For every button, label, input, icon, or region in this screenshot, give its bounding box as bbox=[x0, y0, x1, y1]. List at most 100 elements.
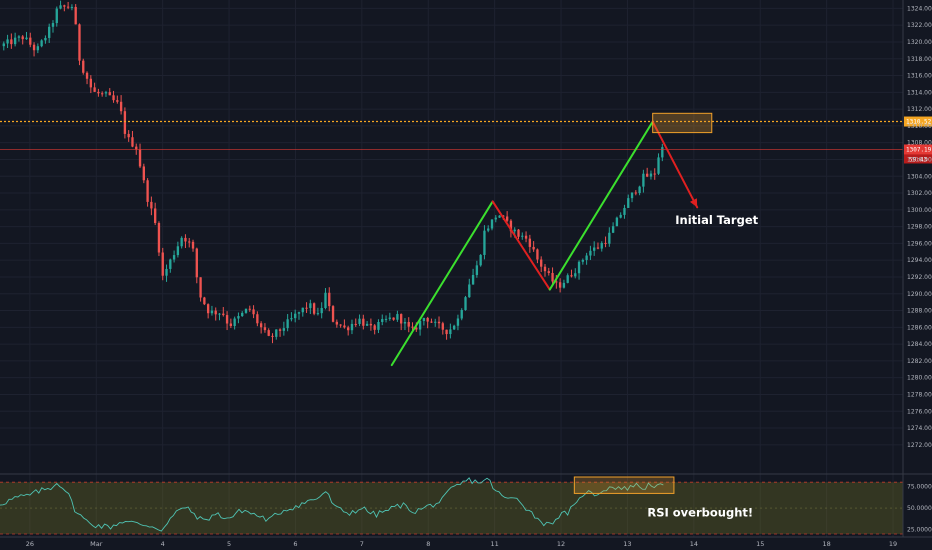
candle-body bbox=[490, 219, 494, 229]
x-tick-label: 11 bbox=[491, 540, 499, 548]
candle-body bbox=[48, 26, 51, 38]
candle-body bbox=[328, 292, 331, 307]
candle-body bbox=[191, 241, 195, 249]
candle-body bbox=[407, 322, 410, 327]
candle-body bbox=[244, 308, 248, 313]
y-tick-label: 1302.00 bbox=[907, 190, 932, 197]
rsi-y-tick-label: 50.0000 bbox=[907, 505, 932, 512]
candle-body bbox=[464, 297, 467, 311]
candle-body bbox=[615, 217, 619, 227]
candle-body bbox=[142, 166, 145, 181]
x-tick-label: 19 bbox=[889, 540, 897, 548]
x-tick-label: 14 bbox=[690, 540, 698, 548]
candle-body bbox=[218, 313, 221, 315]
candle-body bbox=[320, 308, 323, 314]
candle-body bbox=[331, 306, 335, 322]
horizontal-levels: 1310.52 1307.19 59:43 bbox=[0, 116, 932, 164]
candle-body bbox=[365, 323, 369, 326]
y-tick-label: 1314.00 bbox=[907, 89, 932, 96]
candle-body bbox=[150, 201, 153, 209]
candle-body bbox=[661, 147, 664, 158]
corrective-wave bbox=[491, 200, 551, 291]
candle-body bbox=[165, 268, 168, 276]
candle-body bbox=[138, 149, 142, 167]
x-tick-label: 8 bbox=[426, 540, 430, 548]
annotation-rsi-overbought: RSI overbought! bbox=[647, 506, 753, 520]
impulse-wave-1 bbox=[390, 200, 494, 367]
candle-body bbox=[558, 282, 562, 288]
y-tick-label: 1310.00 bbox=[907, 123, 932, 130]
candle-body bbox=[25, 37, 28, 40]
candle-body bbox=[585, 255, 588, 260]
candle-body bbox=[206, 304, 210, 314]
candle-body bbox=[634, 192, 637, 194]
x-tick-label: 15 bbox=[756, 540, 764, 548]
candle-body bbox=[611, 226, 615, 233]
candle-body bbox=[294, 313, 297, 319]
candle-body bbox=[354, 323, 357, 325]
candle-body bbox=[574, 273, 577, 277]
candle-body bbox=[184, 237, 187, 242]
candle-body bbox=[44, 37, 47, 41]
y-tick-label: 1296.00 bbox=[907, 240, 932, 247]
candle-body bbox=[403, 322, 407, 324]
candle-body bbox=[483, 230, 486, 255]
resistance-price-label: 1310.52 bbox=[906, 119, 932, 126]
last-price-tag bbox=[904, 144, 932, 155]
candle-body bbox=[301, 307, 304, 313]
candle-body bbox=[498, 215, 501, 218]
candle-body bbox=[112, 95, 115, 101]
x-tick-label: 7 bbox=[360, 540, 364, 548]
candle-body bbox=[309, 303, 312, 309]
candle-body bbox=[290, 318, 293, 320]
candle-body bbox=[468, 284, 471, 298]
candle-body bbox=[210, 310, 214, 314]
candle-body bbox=[551, 272, 554, 282]
candle-body bbox=[653, 173, 656, 175]
candle-body bbox=[180, 237, 183, 247]
candle-body bbox=[536, 249, 539, 260]
y-tick-label: 1284.00 bbox=[907, 341, 932, 348]
rsi-y-tick-label: 75.0000 bbox=[907, 484, 932, 491]
candle-body bbox=[305, 307, 308, 309]
candle-body bbox=[475, 265, 479, 275]
candle-body bbox=[74, 6, 77, 25]
candle-body bbox=[286, 319, 289, 329]
candle-body bbox=[570, 275, 573, 277]
candle-body bbox=[517, 229, 520, 237]
candle-body bbox=[452, 325, 456, 330]
candle-body bbox=[623, 207, 626, 215]
annotations: Initial Target RSI overbought! bbox=[647, 213, 758, 520]
candle-body bbox=[430, 321, 433, 323]
y-tick-label: 1288.00 bbox=[907, 308, 932, 315]
candle-body bbox=[509, 220, 513, 232]
sell-zone-box bbox=[652, 112, 713, 134]
candle-body bbox=[600, 242, 603, 249]
candle-body bbox=[638, 186, 641, 194]
candle-body bbox=[426, 317, 429, 322]
candle-body bbox=[339, 324, 342, 326]
candle-body bbox=[657, 157, 660, 174]
projection-arrow-line bbox=[651, 120, 699, 209]
candle-body bbox=[229, 323, 233, 326]
candle-body bbox=[248, 308, 251, 310]
candle-body bbox=[119, 101, 123, 112]
y-tick-label: 1276.00 bbox=[907, 408, 932, 415]
y-tick-label: 1322.00 bbox=[907, 22, 932, 29]
candle-body bbox=[494, 217, 497, 220]
candle-body bbox=[29, 37, 32, 45]
candle-body bbox=[649, 173, 653, 177]
y-tick-label: 1300.00 bbox=[907, 207, 932, 214]
candle-body bbox=[214, 310, 217, 315]
y-tick-label: 1278.00 bbox=[907, 391, 932, 398]
y-tick-label: 1292.00 bbox=[907, 274, 932, 281]
candle-body bbox=[471, 274, 475, 285]
candle-body bbox=[93, 87, 96, 92]
candle-body bbox=[347, 327, 350, 331]
candle-body bbox=[252, 309, 255, 315]
candle-body bbox=[146, 180, 149, 202]
candle-body bbox=[381, 319, 384, 322]
rsi-y-tick-label: 25.0000 bbox=[907, 527, 932, 534]
